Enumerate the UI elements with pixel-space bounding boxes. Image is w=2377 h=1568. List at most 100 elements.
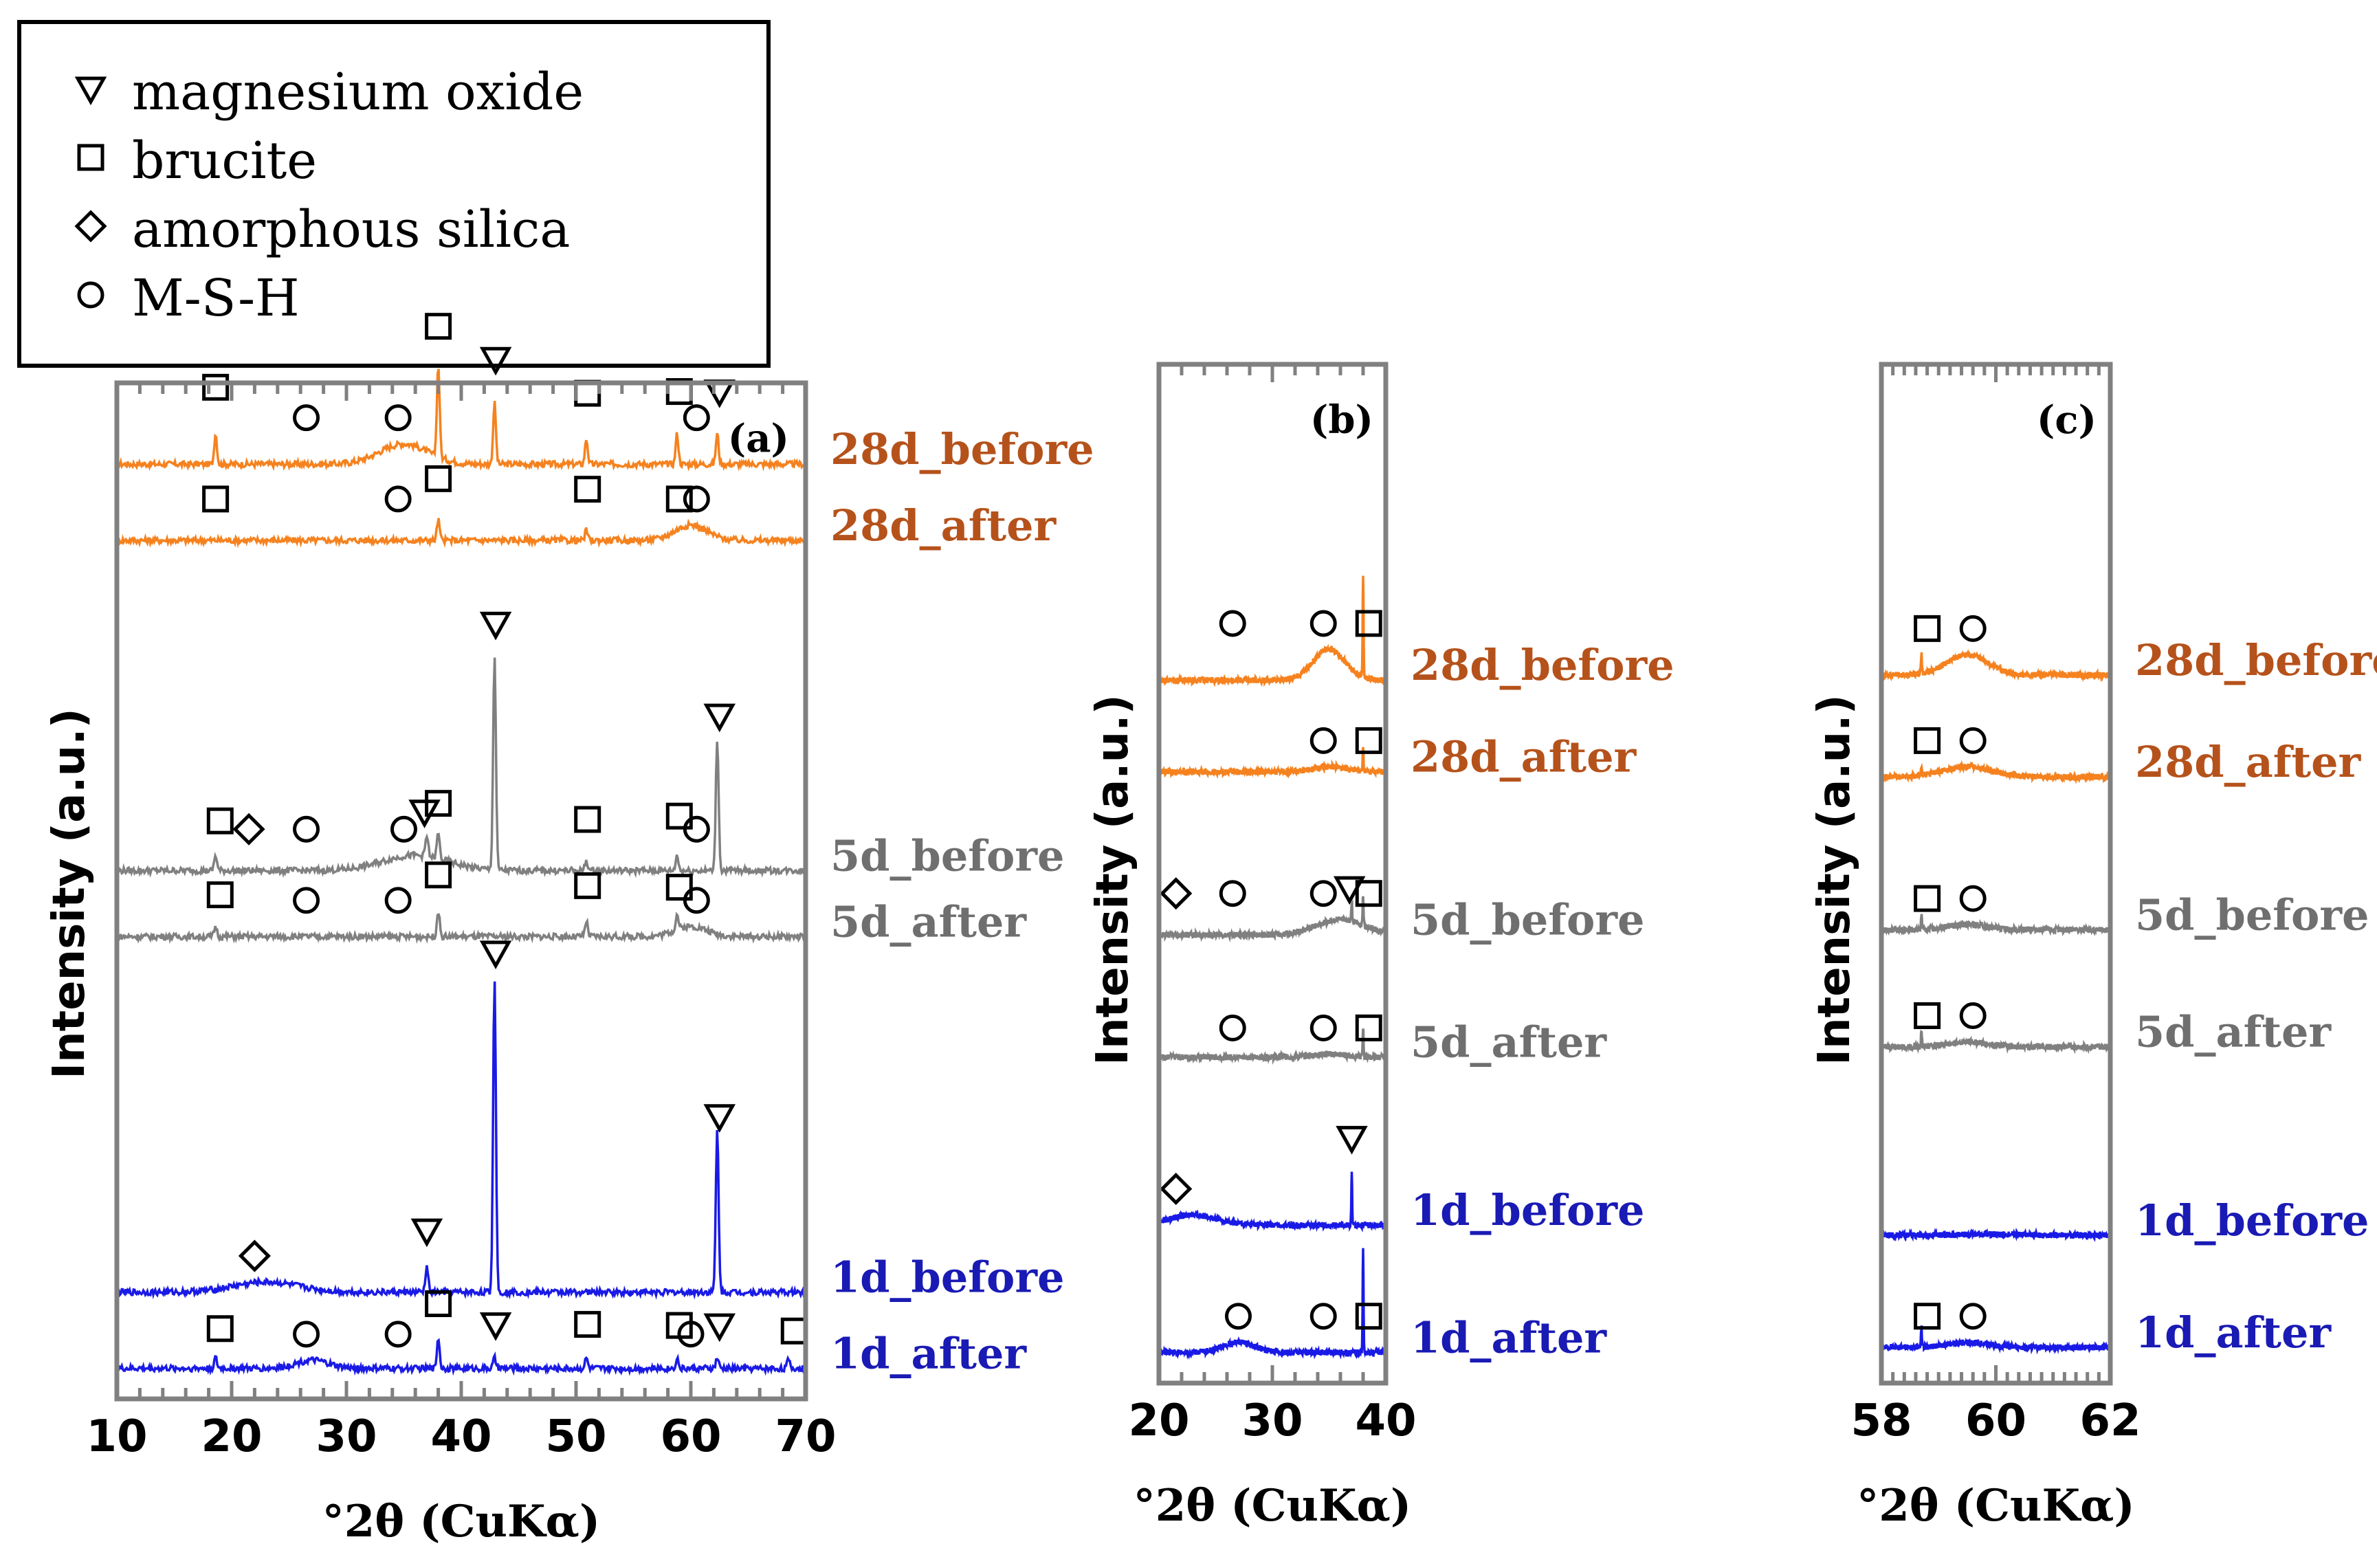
peak-marker-circle-icon	[1309, 880, 1337, 907]
peak-marker-triangle-icon	[479, 1312, 512, 1341]
peak-marker-circle-icon	[1959, 1303, 1987, 1330]
series-line-28d_before	[1158, 575, 1387, 687]
x-tick-label: 10	[86, 1411, 147, 1462]
legend-box	[17, 20, 771, 368]
peak-marker-square-icon	[1914, 885, 1941, 912]
peak-marker-circle-icon	[1309, 1014, 1337, 1041]
x-axis-title: °2θ (CuKα)	[322, 1496, 600, 1547]
peak-marker-diamond-icon	[238, 1239, 271, 1272]
series-line-1d_before	[115, 981, 807, 1300]
series-label: 5d_before	[1411, 895, 1644, 945]
peak-marker-square-icon	[202, 485, 230, 513]
series-line-28d_before	[116, 368, 806, 472]
panel-label: (c)	[2037, 397, 2097, 443]
series-label: 1d_before	[830, 1252, 1064, 1303]
peak-marker-circle-icon	[683, 485, 710, 513]
peak-marker-square-icon	[1914, 1303, 1941, 1330]
series-line-1d_before	[1880, 1227, 2112, 1242]
peak-marker-circle-icon	[1309, 1303, 1337, 1330]
x-tick-label: 30	[1241, 1395, 1303, 1446]
peak-marker-triangle-icon	[410, 1218, 443, 1248]
peak-marker-circle-icon	[384, 1321, 412, 1348]
y-axis-title: Intensity (a.u.)	[1087, 694, 1138, 1065]
peak-marker-square-icon	[1355, 880, 1382, 907]
legend-diamond-icon	[74, 210, 107, 243]
series-line-28d_before	[1880, 648, 2112, 683]
peak-marker-circle-icon	[683, 404, 710, 432]
peak-marker-circle-icon	[1309, 610, 1337, 637]
peak-marker-circle-icon	[1959, 1002, 1987, 1030]
peak-marker-triangle-icon	[479, 611, 512, 641]
legend: magnesium oxide brucite amorphous silica M-…	[17, 20, 771, 368]
legend-square-icon	[77, 144, 104, 171]
series-line-5d_after	[1158, 1028, 1387, 1065]
series-label: 5d_after	[830, 896, 1027, 947]
peak-marker-square-icon	[206, 807, 234, 835]
peak-marker-square-icon	[665, 802, 693, 830]
peak-marker-circle-icon	[1225, 1303, 1252, 1330]
panel-a: 28d_before 28d_after 5d_before 5d_after 1d_b…	[44, 313, 1094, 1547]
x-axis-title: °2θ (CuKα)	[1857, 1480, 2134, 1532]
peak-marker-square-icon	[425, 313, 452, 340]
peak-marker-triangle-icon	[479, 940, 512, 969]
y-axis-title: Intensity (a.u.)	[1809, 694, 1860, 1065]
peak-marker-triangle-icon	[703, 1313, 736, 1343]
peak-marker-square-icon	[206, 1315, 234, 1343]
peak-marker-circle-icon	[683, 887, 710, 914]
series-label: 1d_before	[2135, 1195, 2369, 1246]
peak-marker-square-icon	[1355, 610, 1382, 637]
legend-triangle-icon	[74, 76, 107, 106]
plot-frame	[1156, 362, 1389, 1386]
peak-marker-square-icon	[1355, 727, 1382, 754]
series-label: 5d_before	[2135, 890, 2369, 940]
peak-marker-square-icon	[425, 790, 452, 817]
series-label: 5d_before	[830, 830, 1064, 881]
peak-marker-square-icon	[206, 881, 234, 909]
series-label: 1d_after	[1411, 1312, 1607, 1362]
peak-marker-triangle-icon	[703, 703, 736, 733]
x-axis-title: °2θ (CuKα)	[1134, 1480, 1411, 1532]
series-line-5d_before	[1158, 896, 1387, 942]
peak-marker-circle-icon	[293, 1321, 320, 1348]
series-label: 28d_after	[830, 500, 1057, 551]
peak-marker-square-icon	[780, 1317, 808, 1345]
series-label: 1d_after	[830, 1328, 1027, 1378]
x-tick-label: 20	[1128, 1395, 1189, 1446]
panel-c: 28d_before 28d_after 5d_before 5d_after 1d_b…	[1809, 362, 2377, 1532]
peak-marker-circle-icon	[1309, 727, 1337, 754]
plot-frame	[1879, 362, 2113, 1386]
x-tick-label: 58	[1850, 1395, 1912, 1446]
x-tick-label: 70	[775, 1411, 836, 1462]
peak-marker-diamond-icon	[1160, 877, 1193, 910]
peak-marker-square-icon	[425, 465, 452, 492]
x-tick-label: 30	[316, 1411, 377, 1462]
series-label: 1d_after	[2135, 1307, 2332, 1358]
series-line-28d_after	[1880, 760, 2112, 784]
series-label: 28d_after	[2135, 737, 2362, 787]
peak-marker-circle-icon	[384, 887, 412, 914]
x-tick-label: 60	[660, 1411, 721, 1462]
peak-marker-circle-icon	[384, 485, 412, 513]
legend-label-0: magnesium oxide	[132, 63, 584, 122]
x-tick-label: 60	[1965, 1395, 2026, 1446]
peak-marker-diamond-icon	[1160, 1172, 1193, 1206]
peak-marker-circle-icon	[1959, 727, 1987, 754]
peak-marker-square-icon	[665, 874, 693, 901]
series-line-1d_before	[1158, 1171, 1387, 1233]
series-label: 28d_before	[2135, 635, 2377, 685]
series-line-1d_after	[1880, 1325, 2112, 1355]
series-label: 5d_after	[1411, 1017, 1607, 1068]
peak-marker-circle-icon	[293, 404, 320, 432]
series-line-5d_after	[116, 912, 807, 945]
peak-marker-square-icon	[665, 485, 693, 513]
x-tick-label: 40	[1355, 1395, 1416, 1446]
peak-marker-circle-icon	[1219, 610, 1246, 637]
peak-marker-circle-icon	[1219, 880, 1246, 907]
peak-marker-circle-icon	[1959, 885, 1987, 912]
series-line-5d_after	[1880, 1030, 2112, 1054]
series-line-1d_after	[1158, 1248, 1387, 1360]
peak-marker-circle-icon	[384, 404, 412, 432]
peak-marker-triangle-icon	[703, 1104, 736, 1133]
peak-marker-square-icon	[425, 1290, 452, 1317]
